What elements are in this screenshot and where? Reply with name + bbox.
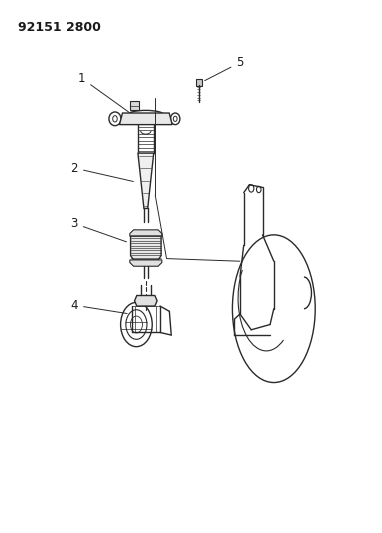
FancyBboxPatch shape [130,101,139,110]
Polygon shape [131,236,161,260]
Text: 5: 5 [205,56,244,80]
Text: 92151 2800: 92151 2800 [18,21,101,34]
Text: 2: 2 [71,161,133,182]
Polygon shape [134,295,157,306]
Text: 1: 1 [78,72,128,112]
Text: 3: 3 [71,217,126,242]
Text: 4: 4 [71,298,127,313]
Polygon shape [130,260,162,266]
Polygon shape [138,153,154,208]
Polygon shape [120,113,172,125]
FancyBboxPatch shape [196,79,202,86]
Polygon shape [130,230,162,236]
